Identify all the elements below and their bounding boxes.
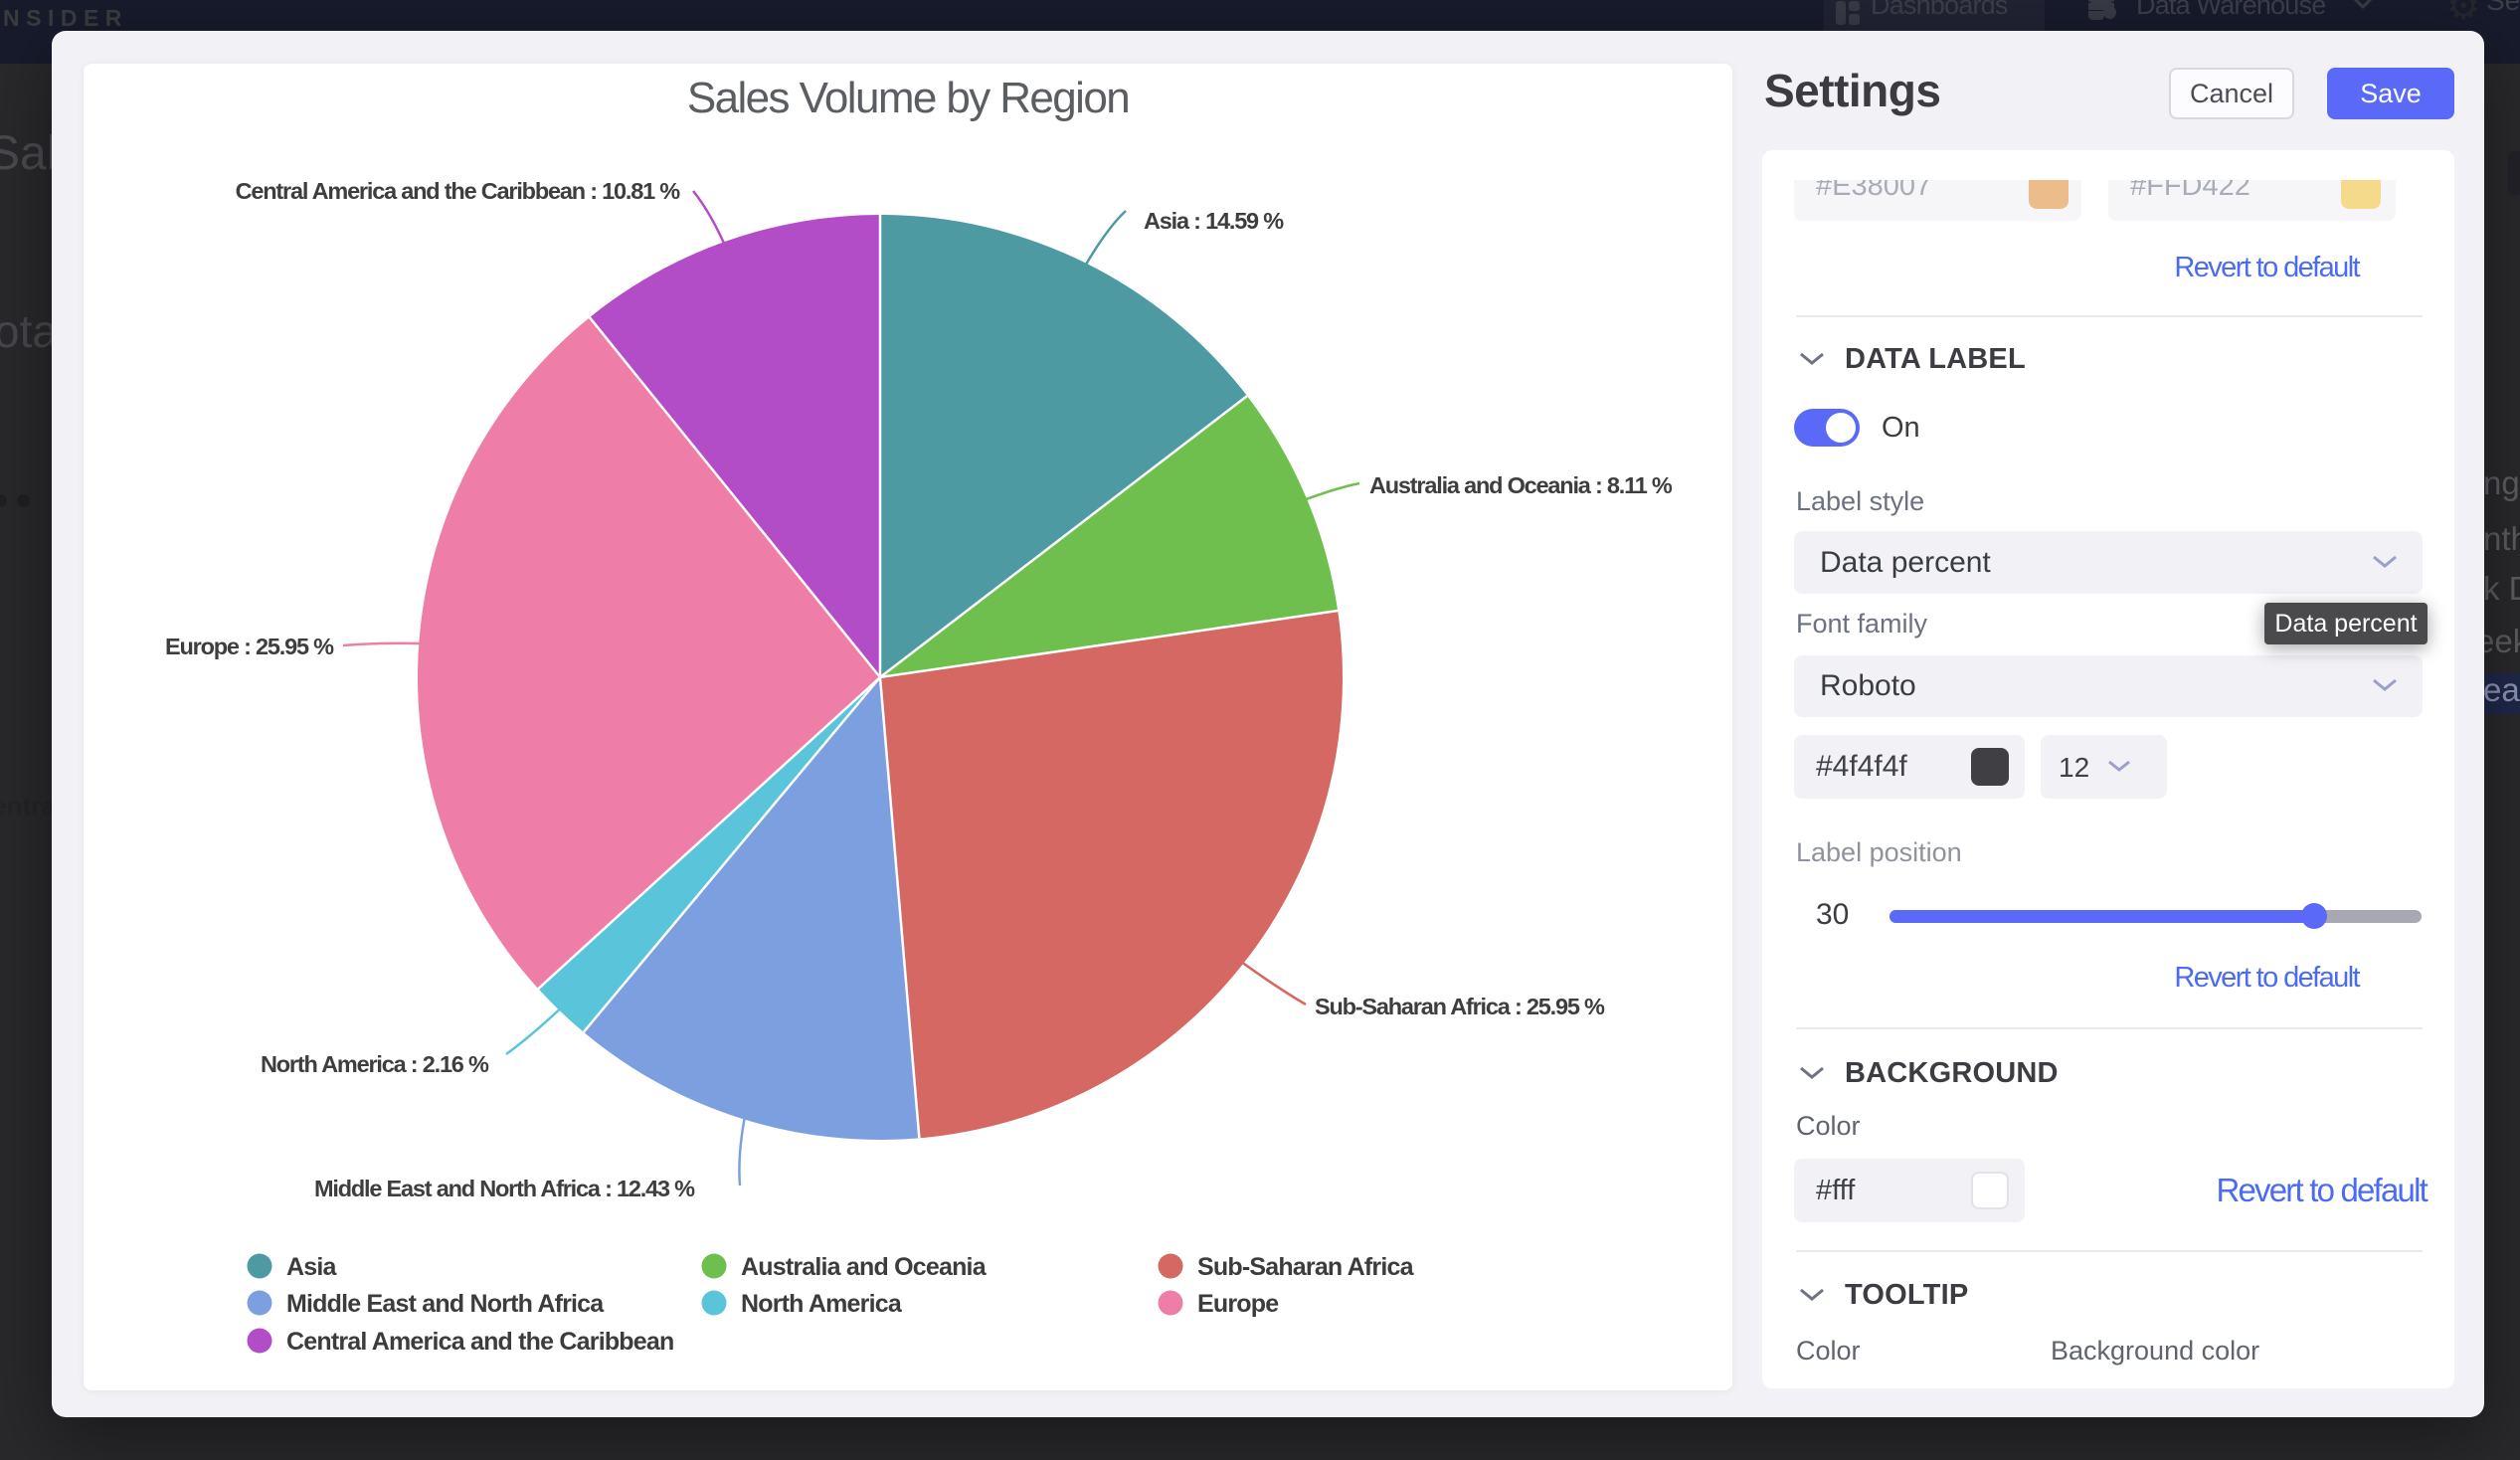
svg-text:Sub-Saharan Africa : 25.95 %: Sub-Saharan Africa : 25.95 % bbox=[1315, 994, 1605, 1019]
svg-text:Australia and Oceania: Australia and Oceania bbox=[741, 1253, 988, 1281]
svg-text:North America : 2.16 %: North America : 2.16 % bbox=[261, 1051, 489, 1077]
svg-text:Australia and Oceania : 8.11 %: Australia and Oceania : 8.11 % bbox=[1369, 472, 1673, 498]
svg-text:Sub-Saharan Africa: Sub-Saharan Africa bbox=[1197, 1253, 1415, 1281]
svg-text:Middle East and North Africa: Middle East and North Africa bbox=[286, 1290, 605, 1318]
svg-text:Central America and the Caribb: Central America and the Caribbean : 10.8… bbox=[236, 178, 681, 204]
svg-text:Europe : 25.95 %: Europe : 25.95 % bbox=[165, 634, 334, 659]
svg-text:Central America and the Caribb: Central America and the Caribbean bbox=[286, 1328, 673, 1356]
svg-text:Asia : 14.59 %: Asia : 14.59 % bbox=[1144, 208, 1284, 234]
svg-text:North America: North America bbox=[741, 1290, 903, 1318]
svg-text:Europe: Europe bbox=[1197, 1290, 1279, 1318]
svg-text:Asia: Asia bbox=[286, 1253, 338, 1281]
svg-text:Middle East and North Africa :: Middle East and North Africa : 12.43 % bbox=[314, 1176, 695, 1201]
